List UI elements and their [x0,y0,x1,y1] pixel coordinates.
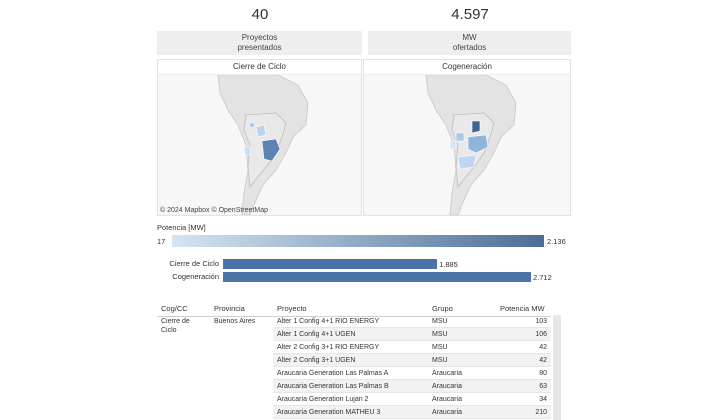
map-cogen-canvas[interactable] [364,75,571,216]
cell-potencia: 80 [539,370,547,377]
kpi-mw-value: 4.597 [451,6,489,23]
map-cierre-province-small[interactable] [249,122,255,128]
map-cogen-province-salta[interactable] [471,120,481,134]
col-header-potencia[interactable]: Potencia MW [500,304,545,313]
bar-value-cogen: 2.712 [533,273,552,282]
map-attribution: © 2024 Mapbox © OpenStreetMap [160,207,268,214]
cell-potencia: 34 [539,396,547,403]
bar-label-cogen: Cogeneración [172,272,219,281]
cell-proyecto: Araucaria Generation Lujan 2 [277,396,369,403]
legend-max: 2.136 [547,237,566,246]
legend-gradient [172,235,544,247]
table-row[interactable]: Araucaria Generation Lujan 2 Araucaria 34 [273,393,551,406]
group-cogcc-line1: Cierre de [161,318,190,325]
kpi-mw-label-line1: MW [462,33,477,42]
col-header-provincia[interactable]: Provincia [214,304,245,313]
group-cogcc: Cierre de Ciclo [161,317,190,335]
cell-grupo: MSU [432,344,448,351]
cell-potencia: 210 [535,409,547,416]
cell-grupo: MSU [432,318,448,325]
cell-grupo: Araucaria [432,383,462,390]
map-cierre-province-west[interactable] [243,146,252,156]
kpi-proyectos-value: 40 [251,6,269,23]
table-row[interactable]: Araucaria Generation Las Palmas B Araucar… [273,380,551,393]
kpi-proyectos-label-line2: presentados [237,43,282,52]
bar-cierre[interactable] [223,259,438,269]
table-row[interactable]: Alter 2 Config 3+1 UGEN MSU 42 [273,354,551,367]
map-cierre-province-north[interactable] [255,124,267,138]
cell-grupo: Araucaria [432,370,462,377]
bar-label-cierre: Cierre de Ciclo [169,259,219,268]
col-header-cogcc[interactable]: Cog/CC [161,304,188,313]
kpi-mw-label-line2: ofertados [452,43,487,52]
table-row[interactable]: Alter 1 Config 4+1 RIO ENERGY MSU 103 [273,315,551,328]
cell-grupo: MSU [432,331,448,338]
col-header-proyecto[interactable]: Proyecto [277,304,307,313]
kpi-mw-label: MW ofertados [368,31,571,55]
map-cierre-buenos-aires[interactable] [261,138,281,162]
map-cierre-title: Cierre de Ciclo [158,60,361,75]
group-cogcc-line2: Ciclo [161,327,177,334]
cell-potencia: 63 [539,383,547,390]
bar-value-cierre: 1.885 [439,260,458,269]
cell-proyecto: Alter 2 Config 3+1 RIO ENERGY [277,344,380,351]
map-cogen-title: Cogeneración [364,60,570,75]
table-row[interactable]: Alter 2 Config 3+1 RIO ENERGY MSU 42 [273,341,551,354]
table-row[interactable]: Araucaria Generation Las Palmas A Araucar… [273,367,551,380]
kpi-proyectos-label: Proyectos presentados [157,31,362,55]
kpi-proyectos-label-line1: Proyectos [241,33,278,42]
header-divider [157,316,551,317]
cell-proyecto: Araucaria Generation Las Palmas B [277,383,389,390]
map-cogen-province-center[interactable] [467,134,489,154]
cell-proyecto: Araucaria Generation MATHEU 3 [277,409,381,416]
bar-cogen[interactable] [223,272,531,282]
cell-proyecto: Alter 1 Config 4+1 RIO ENERGY [277,318,380,325]
cell-grupo: MSU [432,357,448,364]
map-cogen-province-south[interactable] [457,154,477,170]
table-row[interactable]: Araucaria Generation MATHEU 3 Araucaria 21… [273,406,551,419]
cell-potencia: 42 [539,357,547,364]
cell-grupo: Araucaria [432,396,462,403]
cell-potencia: 42 [539,344,547,351]
legend-min: 17 [157,237,166,246]
map-cogen-province-mendoza[interactable] [449,140,457,150]
map-cogeneracion[interactable]: Cogeneración [363,59,571,216]
cell-proyecto: Araucaria Generation Las Palmas A [277,370,389,377]
legend-title: Potencia [MW] [157,223,206,232]
cell-potencia: 106 [535,331,547,338]
map-cierre-de-ciclo[interactable]: Cierre de Ciclo © 2024 Mapbox © OpenStre… [157,59,362,216]
map-cierre-canvas[interactable] [158,75,362,216]
col-header-grupo[interactable]: Grupo [432,304,453,313]
cell-proyecto: Alter 1 Config 4+1 UGEN [277,331,356,338]
cell-proyecto: Alter 2 Config 3+1 UGEN [277,357,356,364]
cell-grupo: Araucaria [432,409,462,416]
cell-potencia: 103 [535,318,547,325]
group-provincia: Buenos Aires [214,318,256,325]
table-row[interactable]: Alter 1 Config 4+1 UGEN MSU 106 [273,328,551,341]
table-scrollbar[interactable] [553,315,561,420]
map-cogen-province-west[interactable] [455,132,465,142]
